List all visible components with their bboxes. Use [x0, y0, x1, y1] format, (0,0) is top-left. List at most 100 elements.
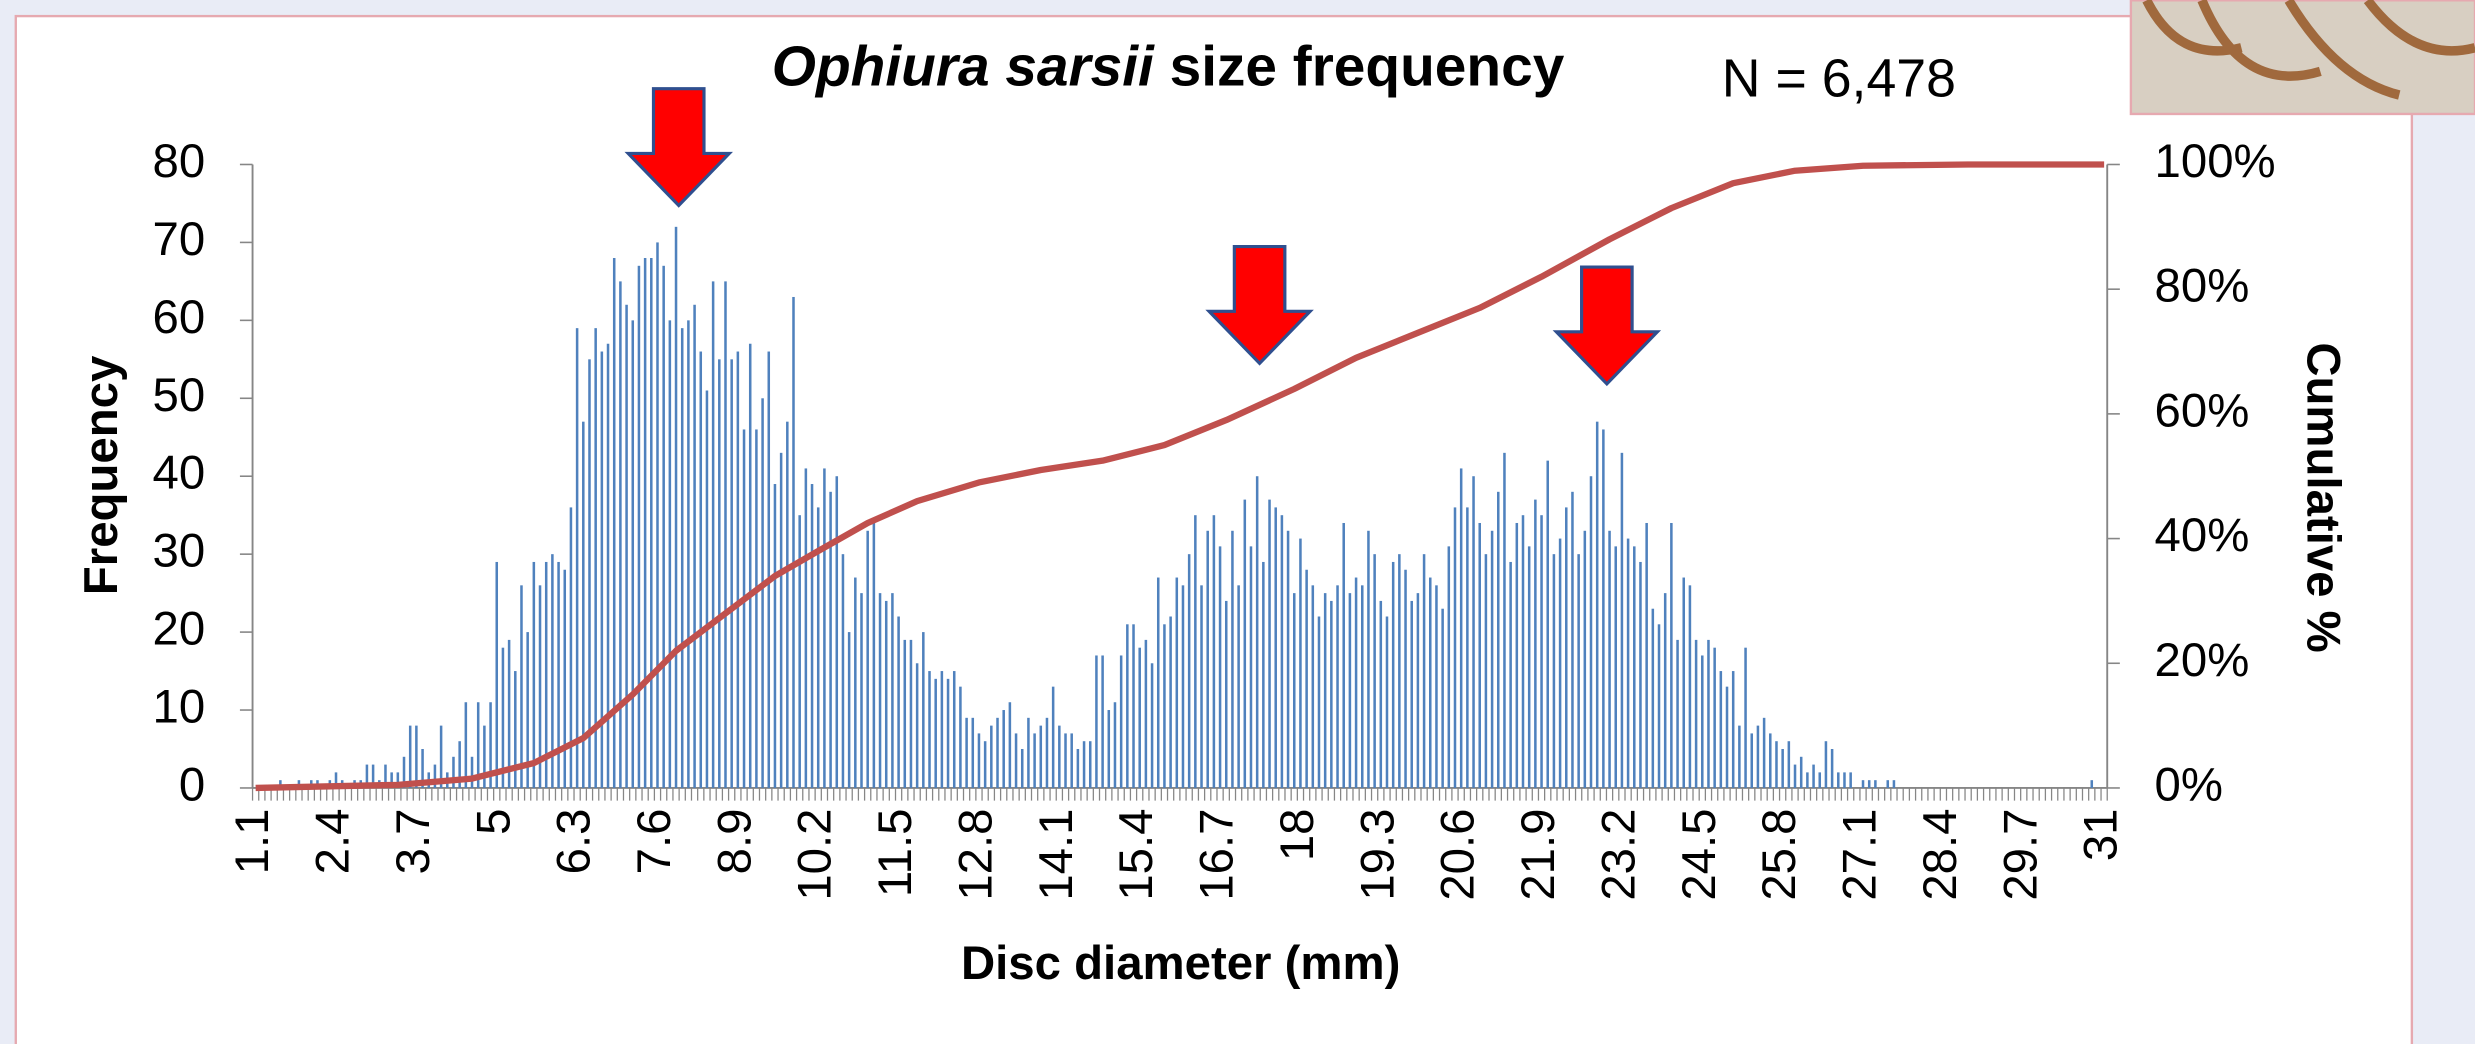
bar	[1299, 539, 1302, 788]
bar	[1788, 741, 1791, 788]
bar	[1349, 593, 1352, 788]
bar	[1893, 780, 1896, 788]
bar	[1590, 476, 1593, 788]
title-species: Ophiura sarsii	[772, 36, 1155, 99]
bar	[1114, 702, 1117, 788]
bar	[1676, 640, 1679, 788]
bar	[1336, 585, 1339, 788]
y-tick-label: 0	[179, 758, 205, 811]
x-tick-label: 24.5	[1673, 808, 1726, 900]
bar	[1404, 570, 1407, 788]
bar	[823, 468, 826, 788]
bar	[1002, 710, 1005, 788]
x-tick-label: 7.6	[628, 808, 681, 874]
bar	[1633, 546, 1636, 788]
bar	[761, 398, 764, 788]
bar	[829, 492, 832, 788]
bar	[842, 554, 845, 788]
bar	[1695, 640, 1698, 788]
x-tick-label: 10.2	[789, 808, 842, 900]
bar	[1794, 765, 1797, 788]
bar	[984, 741, 987, 788]
bar	[798, 515, 801, 788]
y-tick-label: 40	[153, 447, 206, 500]
bar	[1639, 562, 1642, 788]
bar	[1689, 585, 1692, 788]
bar	[465, 702, 468, 788]
bar	[1410, 601, 1413, 788]
bar	[1726, 687, 1729, 788]
bar	[1070, 733, 1073, 788]
y-tick-label: 80	[153, 135, 206, 188]
bar	[619, 281, 622, 788]
bar	[786, 422, 789, 788]
bar	[631, 320, 634, 788]
bar	[1522, 515, 1525, 788]
bar	[706, 390, 709, 787]
bar	[1664, 593, 1667, 788]
bar	[1108, 710, 1111, 788]
x-tick-label: 21.9	[1512, 808, 1565, 900]
x-tick-label: 14.1	[1030, 808, 1083, 900]
bar	[681, 328, 684, 788]
bar	[1584, 531, 1587, 788]
photo	[2131, 0, 2475, 114]
bar	[1472, 476, 1475, 788]
bar	[502, 648, 505, 788]
bar	[1435, 585, 1438, 788]
bar	[1052, 687, 1055, 788]
bar	[1169, 617, 1172, 788]
bar	[780, 453, 783, 788]
bar	[1262, 562, 1265, 788]
bar	[1033, 733, 1036, 788]
bar	[638, 266, 641, 788]
bar	[625, 305, 628, 788]
bar	[947, 679, 950, 788]
bar	[1652, 609, 1655, 788]
bar	[755, 429, 758, 788]
bar	[1188, 554, 1191, 788]
bar	[582, 422, 585, 788]
bar	[1732, 671, 1735, 788]
bar	[533, 562, 536, 788]
bar	[1324, 593, 1327, 788]
bar	[1868, 780, 1871, 788]
bar	[1701, 655, 1704, 787]
x-axis-title: Disc diameter (mm)	[961, 937, 1400, 990]
bar	[1553, 554, 1556, 788]
bar	[1441, 609, 1444, 788]
y2-axis-title: Cumulative %	[2297, 342, 2350, 652]
bar	[1231, 531, 1234, 788]
bar	[1546, 461, 1549, 788]
bar	[669, 320, 672, 788]
bar	[594, 328, 597, 788]
bar	[1596, 422, 1599, 788]
x-tick-label: 23.2	[1592, 808, 1645, 900]
bar	[1398, 554, 1401, 788]
bar	[916, 663, 919, 788]
bar	[996, 718, 999, 788]
bar	[866, 531, 869, 788]
bar	[848, 632, 851, 788]
bar	[1009, 702, 1012, 788]
bar	[563, 570, 566, 788]
bar	[1318, 617, 1321, 788]
bar	[953, 671, 956, 788]
bar	[1058, 726, 1061, 788]
x-tick-label: 6.3	[548, 808, 601, 874]
bar	[1503, 453, 1506, 788]
bar	[409, 726, 412, 788]
x-tick-label: 27.1	[1834, 808, 1887, 900]
bar	[1380, 601, 1383, 788]
bar	[1206, 531, 1209, 788]
y-tick-label: 10	[153, 681, 206, 734]
bar	[1040, 726, 1043, 788]
bar	[1095, 655, 1098, 787]
bar	[1775, 741, 1778, 788]
bar	[1367, 531, 1370, 788]
bar	[1559, 539, 1562, 788]
bar	[1027, 718, 1030, 788]
y2-tick-label: 0%	[2155, 758, 2223, 811]
bar	[1219, 546, 1222, 788]
bar	[1250, 546, 1253, 788]
